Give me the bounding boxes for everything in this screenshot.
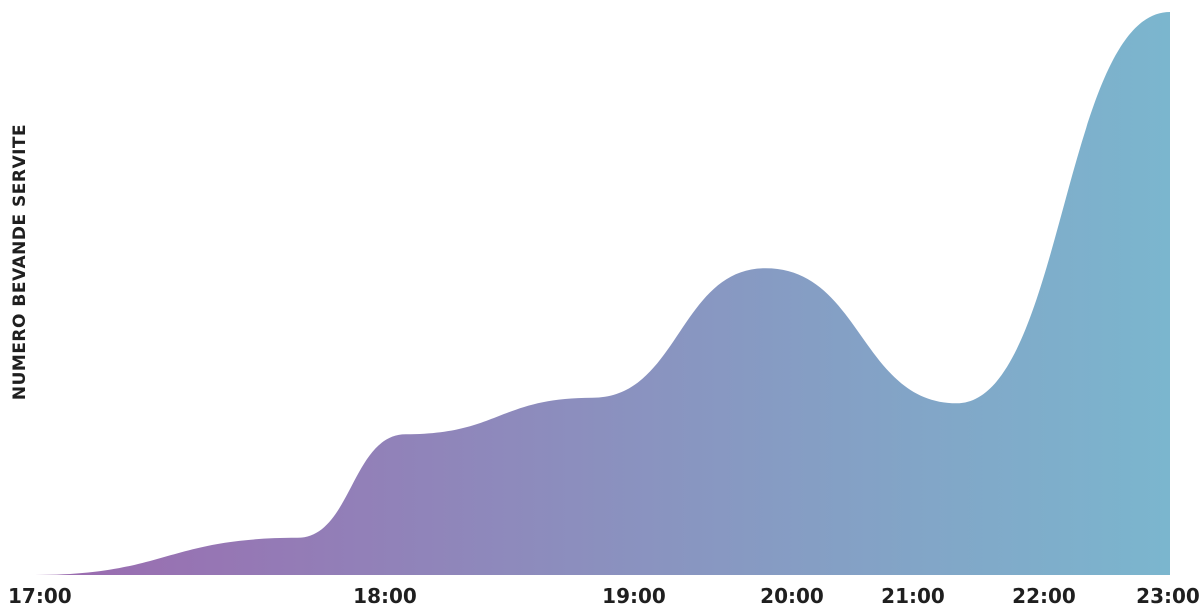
x-tick-label: 19:00 (602, 584, 666, 608)
x-tick-label: 23:00 (1136, 584, 1200, 608)
x-tick-label: 22:00 (1012, 584, 1076, 608)
x-tick-label: 18:00 (353, 584, 417, 608)
x-tick-label: 17:00 (8, 584, 72, 608)
x-tick-label: 21:00 (881, 584, 945, 608)
area-series (35, 12, 1170, 575)
y-axis-title: NUMERO BEVANDE SERVITE (10, 124, 30, 400)
x-tick-label: 20:00 (760, 584, 824, 608)
x-axis-tick-labels: 17:00 18:00 19:00 20:00 21:00 22:00 23:00 (8, 584, 1200, 608)
plot-area (35, 12, 1170, 575)
